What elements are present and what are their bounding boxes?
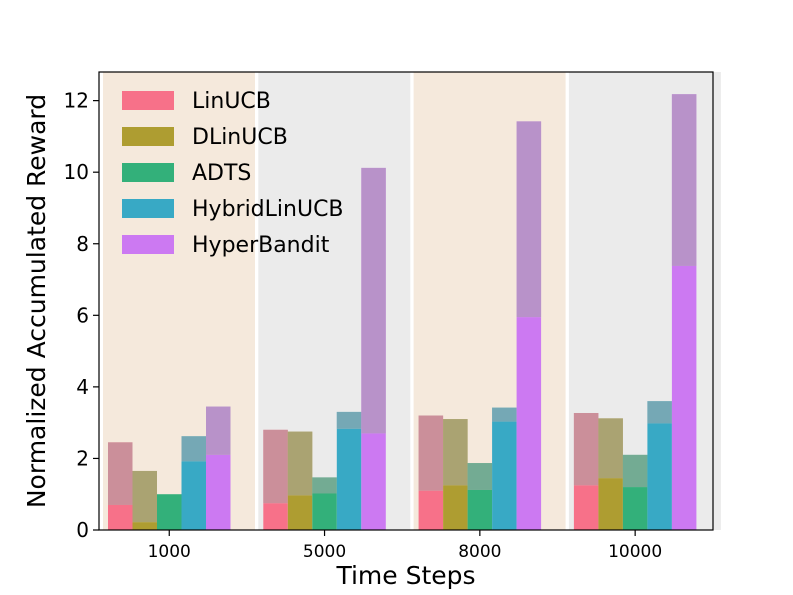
x-tick-label-5000: 5000	[303, 542, 346, 562]
x-tick-label-1000: 1000	[148, 542, 191, 562]
legend-label-HyperBandit: HyperBandit	[192, 233, 330, 258]
bar-LinUCB-10000	[573, 485, 599, 530]
bar-upper-overlay-HybridLinUCB-8000	[492, 407, 517, 422]
legend-label-LinUCB: LinUCB	[192, 89, 271, 114]
y-tick-label-12: 12	[64, 89, 89, 113]
legend-label-HybridLinUCB: HybridLinUCB	[192, 197, 344, 222]
bar-upper-overlay-HyperBandit-8000	[516, 121, 542, 318]
bar-upper-overlay-HyperBandit-5000	[361, 167, 386, 434]
bar-ADTS-5000	[312, 493, 337, 530]
y-tick-label-8: 8	[76, 232, 89, 256]
bar-upper-overlay-LinUCB-1000	[108, 442, 133, 505]
bar-upper-overlay-HybridLinUCB-1000	[181, 436, 206, 462]
y-axis-title: Normalized Accumulated Reward	[22, 94, 51, 508]
plot-frame	[98, 71, 714, 531]
legend-swatch-HybridLinUCB	[122, 199, 174, 218]
bar-upper-overlay-LinUCB-8000	[418, 415, 444, 491]
bar-ADTS-8000	[467, 489, 493, 530]
y-tick-label-4: 4	[76, 375, 89, 399]
legend-swatch-ADTS	[122, 163, 174, 182]
bar-ADTS-1000	[157, 494, 182, 530]
bar-upper-overlay-DLinUCB-10000	[598, 418, 623, 479]
x-axis-title: Time Steps	[335, 561, 475, 590]
legend-swatch-DLinUCB	[122, 127, 174, 146]
bar-LinUCB-5000	[263, 503, 288, 530]
bar-HybridLinUCB-10000	[647, 423, 672, 530]
bar-upper-overlay-HybridLinUCB-5000	[336, 411, 362, 429]
bar-ADTS-10000	[622, 487, 648, 530]
bar-DLinUCB-5000	[287, 495, 313, 530]
bar-HybridLinUCB-1000	[181, 461, 206, 530]
bar-HybridLinUCB-5000	[336, 428, 362, 530]
bar-DLinUCB-10000	[598, 478, 623, 530]
legend-label-ADTS: ADTS	[192, 161, 251, 186]
bar-LinUCB-8000	[418, 490, 444, 530]
bar-upper-overlay-HybridLinUCB-10000	[647, 401, 672, 424]
legend-swatch-HyperBandit	[122, 235, 174, 254]
bar-upper-overlay-ADTS-5000	[312, 477, 337, 494]
bars-layer	[108, 94, 697, 530]
bar-DLinUCB-8000	[443, 485, 468, 530]
bar-upper-overlay-ADTS-10000	[622, 454, 648, 488]
x-tick-label-10000: 10000	[608, 542, 662, 562]
bar-upper-overlay-ADTS-8000	[467, 463, 493, 490]
bar-HyperBandit-8000	[516, 317, 542, 530]
y-axis: 0 2 4 6 8 10 12	[64, 89, 99, 542]
y-tick-label-0: 0	[76, 518, 89, 542]
bar-HyperBandit-10000	[671, 265, 697, 530]
bar-upper-overlay-HyperBandit-1000	[206, 406, 231, 455]
bar-upper-overlay-DLinUCB-1000	[132, 470, 157, 523]
bar-LinUCB-1000	[108, 504, 133, 530]
bar-upper-overlay-LinUCB-5000	[263, 429, 288, 504]
x-tick-label-8000: 8000	[458, 542, 501, 562]
legend-swatch-LinUCB	[122, 91, 174, 110]
bar-HyperBandit-5000	[361, 433, 386, 530]
legend: LinUCB DLinUCB ADTS HybridLinUCB HyperBandit	[122, 89, 344, 258]
bar-HybridLinUCB-8000	[492, 421, 517, 530]
y-tick-label-10: 10	[64, 160, 89, 184]
y-tick-label-6: 6	[76, 303, 89, 327]
bar-upper-overlay-LinUCB-10000	[573, 412, 599, 486]
bar-DLinUCB-1000	[132, 522, 157, 530]
bar-upper-overlay-DLinUCB-5000	[287, 431, 313, 496]
y-tick-label-2: 2	[76, 446, 89, 470]
x-axis: 1000 5000 8000 10000	[148, 530, 662, 562]
bar-upper-overlay-DLinUCB-8000	[443, 419, 468, 486]
legend-label-DLinUCB: DLinUCB	[192, 125, 288, 150]
bar-HyperBandit-1000	[206, 454, 231, 530]
bar-upper-overlay-HyperBandit-10000	[671, 94, 697, 266]
